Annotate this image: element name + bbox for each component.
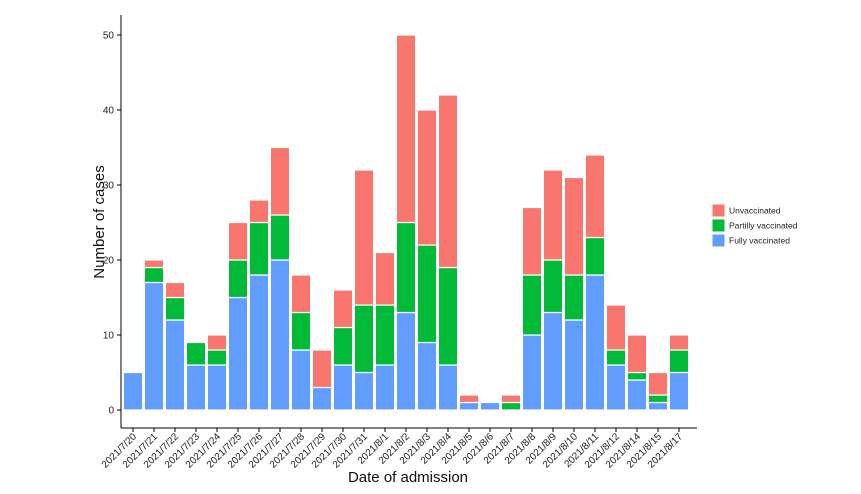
bar-segment [584, 154, 606, 239]
bar-segment [353, 304, 375, 374]
bar-segment [122, 371, 144, 411]
bar-segment [542, 259, 564, 314]
y-tick-label: 30 [103, 181, 115, 192]
bar-segment [416, 341, 438, 411]
bar-segment [374, 304, 396, 366]
bar-segment [311, 386, 333, 411]
bar-segment [626, 334, 648, 374]
bar-segment [395, 221, 417, 314]
legend-swatch [711, 203, 726, 218]
bar-segment [626, 379, 648, 411]
bar-segment [164, 296, 186, 321]
bar-segment [563, 319, 585, 411]
bar-segment [542, 311, 564, 411]
bar-segment [353, 169, 375, 306]
bar-segment [269, 146, 291, 216]
bar-segment [521, 334, 543, 411]
bar-segment [206, 334, 228, 351]
y-tick-label: 0 [108, 406, 114, 417]
bars [122, 34, 690, 411]
bar-segment [584, 236, 606, 276]
bar-segment [395, 311, 417, 411]
bar-segment [269, 259, 291, 411]
y-tick-label: 10 [103, 331, 115, 342]
bar-segment [185, 364, 207, 411]
legend-label: Partilly vaccinated [729, 221, 798, 231]
bar-segment [227, 221, 249, 261]
bar-segment [416, 109, 438, 246]
bar-segment [647, 394, 669, 404]
legend-label: Unvaccinated [729, 206, 781, 216]
bar-segment [248, 221, 270, 276]
bar-segment [563, 176, 585, 276]
bar-segment [647, 371, 669, 396]
bar-segment [374, 251, 396, 306]
bar-segment [668, 371, 690, 411]
bar-segment [290, 311, 312, 351]
bar-segment [164, 281, 186, 299]
legend-label: Fully vaccinated [729, 236, 790, 246]
bar-segment [248, 199, 270, 224]
bar-segment [521, 206, 543, 276]
bar-segment [227, 296, 249, 411]
bar-segment [416, 244, 438, 344]
bar-segment [332, 289, 354, 329]
bar-segment [206, 349, 228, 366]
y-tick-label: 50 [103, 31, 115, 42]
bar-segment [458, 401, 480, 411]
bar-segment [248, 274, 270, 411]
bar-segment [332, 364, 354, 411]
bar-segment [374, 364, 396, 411]
bar-segment [206, 364, 228, 411]
bar-segment [290, 274, 312, 314]
bar-segment [395, 34, 417, 224]
bar-segment [605, 304, 627, 351]
bar-segment [668, 334, 690, 351]
bar-segment [164, 319, 186, 411]
bar-segment [542, 169, 564, 261]
bar-segment [500, 394, 522, 404]
bar-segment [584, 274, 606, 411]
y-tick-label: 40 [103, 106, 115, 117]
bar-segment [605, 364, 627, 411]
bar-segment [605, 349, 627, 366]
legend-swatch [711, 218, 726, 233]
legend-swatch [711, 233, 726, 248]
bar-segment [500, 401, 522, 411]
bar-segment [269, 214, 291, 261]
bar-segment [626, 371, 648, 381]
bar-segment [437, 94, 459, 269]
bar-segment [521, 274, 543, 336]
bar-segment [563, 274, 585, 321]
x-axis-title: Date of admission [348, 469, 468, 486]
legend: Unvaccinated Partilly vaccinated Fully vac… [711, 203, 798, 248]
y-axis-title: Number of cases [91, 165, 108, 278]
y-tick-label: 20 [103, 256, 115, 267]
bar-segment [143, 259, 165, 269]
bar-segment [668, 349, 690, 374]
bar-segment [353, 371, 375, 411]
bar-segment [311, 349, 333, 389]
bar-segment [185, 341, 207, 366]
bar-segment [143, 266, 165, 284]
bar-segment [458, 394, 480, 404]
bar-segment [479, 401, 501, 411]
bar-segment [647, 401, 669, 411]
bar-segment [437, 364, 459, 411]
bar-segment [227, 259, 249, 299]
bar-segment [332, 326, 354, 366]
bar-segment [290, 349, 312, 411]
bar-segment [143, 281, 165, 411]
bar-segment [437, 266, 459, 366]
